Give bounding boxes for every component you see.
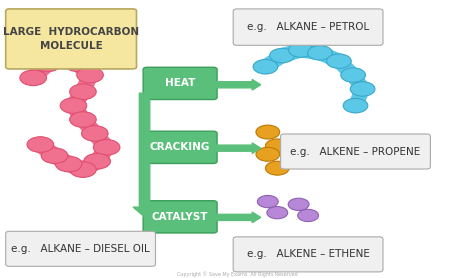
Circle shape: [41, 148, 68, 163]
Circle shape: [256, 125, 280, 139]
Text: e.g.   ALKENE – PROPENE: e.g. ALKENE – PROPENE: [291, 147, 420, 157]
Text: CATALYST: CATALYST: [152, 212, 209, 222]
FancyArrow shape: [216, 212, 261, 223]
Circle shape: [327, 54, 351, 68]
Circle shape: [257, 195, 278, 208]
Circle shape: [55, 156, 82, 172]
Circle shape: [256, 147, 280, 161]
Circle shape: [70, 162, 96, 177]
Circle shape: [51, 51, 77, 66]
Circle shape: [267, 207, 288, 219]
FancyBboxPatch shape: [281, 134, 430, 169]
FancyBboxPatch shape: [233, 9, 383, 45]
Circle shape: [343, 98, 368, 113]
Circle shape: [288, 198, 309, 210]
Circle shape: [308, 46, 332, 60]
Text: LARGE  HYDROCARBON
MOLECULE: LARGE HYDROCARBON MOLECULE: [3, 27, 139, 51]
Text: Copyright © Save My Exams. All Rights Reserved: Copyright © Save My Exams. All Rights Re…: [177, 271, 297, 277]
FancyBboxPatch shape: [6, 231, 155, 266]
Circle shape: [65, 56, 91, 72]
Circle shape: [70, 112, 96, 127]
Circle shape: [60, 98, 87, 113]
Circle shape: [70, 84, 96, 100]
Text: CRACKING: CRACKING: [150, 142, 210, 152]
FancyBboxPatch shape: [143, 201, 217, 233]
Circle shape: [34, 56, 61, 72]
Text: e.g.   ALKANE – DIESEL OIL: e.g. ALKANE – DIESEL OIL: [11, 244, 150, 254]
Circle shape: [265, 139, 289, 153]
Circle shape: [350, 82, 375, 96]
Circle shape: [84, 153, 110, 169]
Circle shape: [341, 68, 365, 82]
Text: e.g.   ALKANE – PETROL: e.g. ALKANE – PETROL: [247, 22, 369, 32]
FancyArrow shape: [216, 143, 261, 153]
Circle shape: [27, 137, 54, 152]
Circle shape: [270, 48, 294, 63]
Text: HEAT: HEAT: [165, 78, 195, 88]
Text: e.g.   ALKENE – ETHENE: e.g. ALKENE – ETHENE: [246, 249, 370, 259]
FancyArrow shape: [133, 93, 156, 217]
FancyBboxPatch shape: [143, 67, 217, 100]
Circle shape: [77, 67, 103, 83]
Circle shape: [82, 126, 108, 141]
Circle shape: [298, 209, 319, 222]
Circle shape: [93, 140, 120, 155]
FancyBboxPatch shape: [6, 9, 137, 69]
Circle shape: [253, 59, 278, 74]
Circle shape: [20, 70, 46, 86]
FancyBboxPatch shape: [233, 237, 383, 272]
FancyBboxPatch shape: [143, 131, 217, 163]
Circle shape: [289, 43, 313, 57]
FancyArrow shape: [216, 80, 261, 90]
Circle shape: [265, 161, 289, 175]
